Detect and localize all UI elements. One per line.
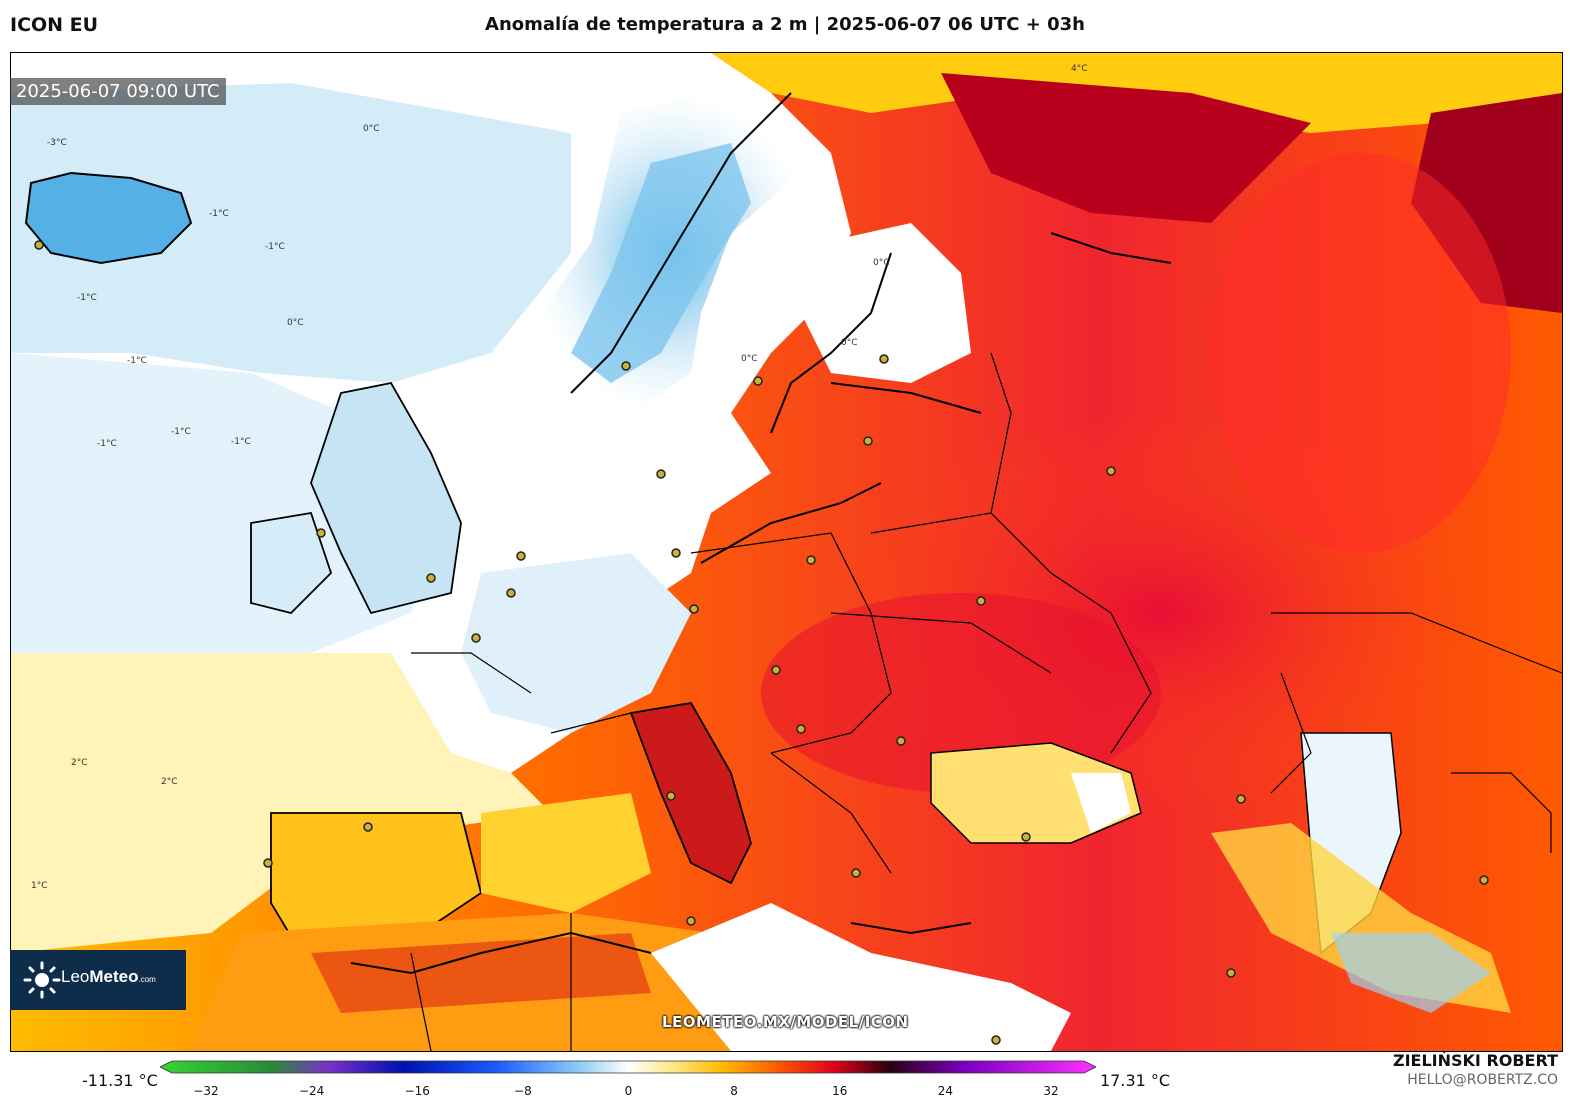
city-marker-paris — [471, 633, 481, 643]
city-marker-berlin — [671, 548, 681, 558]
finland-neutral — [801, 223, 971, 383]
contour-label: 1°C — [31, 881, 48, 891]
city-marker-dublin — [316, 528, 326, 538]
city-marker-brussels — [506, 588, 516, 598]
city-markers — [34, 240, 1489, 1045]
colorbar-max-value: 17.31 °C — [1100, 1071, 1171, 1090]
city-marker-lisbon — [263, 858, 273, 868]
city-marker-madrid — [363, 822, 373, 832]
norway-cold-core — [571, 143, 751, 383]
city-marker-oslo — [621, 361, 631, 371]
city-marker-riga — [863, 436, 873, 446]
benelux-cool — [461, 553, 691, 733]
logo-wordmark: LeoMeteo.com — [61, 967, 156, 986]
contour-label: 0°C — [841, 338, 858, 348]
black-sea-neutral — [1071, 773, 1131, 833]
italy — [629, 702, 752, 885]
source-watermark: LEOMETEO.MX/MODEL/ICON — [662, 1013, 909, 1031]
extreme-anomaly-north — [941, 73, 1311, 223]
colorbar-tick-label: 24 — [937, 1084, 954, 1098]
colorbar-min-value: -11.31 °C — [82, 1071, 158, 1090]
city-marker-kyiv — [976, 596, 986, 606]
extreme-anomaly-ural — [1411, 93, 1562, 313]
hot-core-balkans — [761, 593, 1161, 793]
colorbar — [160, 1060, 1096, 1074]
temperature-anomaly-map: 0°C -3°C -1°C -1°C -1°C 0°C -1°C -1°C -1… — [10, 52, 1563, 1052]
contour-label: 2°C — [71, 758, 88, 768]
map-canvas: 0°C -3°C -1°C -1°C -1°C 0°C -1°C -1°C -1… — [11, 53, 1562, 1051]
colorbar-tick-label: 32 — [1043, 1084, 1059, 1098]
city-marker-vienna — [771, 665, 781, 675]
model-name: ICON EU — [10, 14, 99, 36]
city-marker-stockholm — [753, 376, 763, 386]
contour-label: -1°C — [265, 242, 285, 252]
cool-anomaly-north-atlantic — [11, 83, 571, 383]
contour-label: -1°C — [231, 437, 251, 447]
city-marker-moscow — [1106, 466, 1116, 476]
contour-label: -1°C — [209, 209, 229, 219]
contour-labels: 0°C -3°C -1°C -1°C -1°C 0°C -1°C -1°C -1… — [31, 64, 1088, 891]
colorbar-tick-label: 8 — [730, 1084, 738, 1098]
city-marker-ankara — [1021, 832, 1031, 842]
author-email: HELLO@ROBERTZ.CO — [1407, 1072, 1558, 1088]
city-marker-athens — [851, 868, 861, 878]
contour-label: 4°C — [1071, 64, 1088, 74]
iran-cool-patch — [1331, 933, 1491, 1013]
contour-label: -1°C — [127, 356, 147, 366]
leometeo-logo: LeoMeteo.com — [10, 950, 186, 1010]
colorbar-tick-label: −8 — [514, 1084, 532, 1098]
city-marker-belgrade — [796, 724, 806, 734]
contour-label: -3°C — [47, 138, 67, 148]
contour-label: 0°C — [873, 258, 890, 268]
city-marker-cairo — [991, 1035, 1001, 1045]
colorbar-tick-label: −24 — [298, 1084, 325, 1098]
contour-label: -1°C — [97, 439, 117, 449]
hot-core-russia — [1211, 153, 1511, 553]
western-mediterranean — [481, 793, 651, 913]
eastern-mediterranean — [651, 903, 1071, 1051]
city-marker-reykjavik — [34, 240, 44, 250]
city-marker-prague — [689, 604, 699, 614]
great-britain — [310, 381, 462, 615]
valid-time-label: 2025-06-07 09:00 UTC — [10, 78, 226, 105]
city-marker-rome — [666, 791, 676, 801]
atlas-hot — [311, 933, 651, 1013]
contour-label: -1°C — [77, 293, 97, 303]
city-marker-bucharest — [896, 736, 906, 746]
country-borders — [410, 352, 1562, 1051]
colorbar-tick-label: 16 — [832, 1084, 848, 1098]
ireland — [250, 511, 333, 614]
mild-anomaly-atlantic-south — [11, 653, 551, 953]
city-marker-london — [426, 573, 436, 583]
contour-label: 0°C — [363, 124, 380, 134]
city-marker-tbilisi — [1236, 794, 1246, 804]
sun-icon — [23, 961, 61, 999]
coastlines — [350, 92, 1172, 975]
contour-label: -1°C — [171, 427, 191, 437]
city-marker-copenhagen — [656, 469, 666, 479]
contour-label: 0°C — [287, 318, 304, 328]
city-marker-tehran — [1479, 875, 1489, 885]
iceland-cold-anomaly — [24, 171, 193, 265]
author-name: ZIELIŃSKI ROBERT — [1392, 1051, 1558, 1070]
city-marker-tunis — [686, 916, 696, 926]
colorbar-tick-label: −32 — [193, 1084, 219, 1098]
contour-label: 2°C — [161, 777, 178, 787]
colorbar-tick-label: −16 — [404, 1084, 430, 1098]
city-marker-amsterdam — [516, 551, 526, 561]
city-marker-baghdad — [1226, 968, 1236, 978]
contour-label: 0°C — [741, 354, 758, 364]
city-marker-warsaw — [806, 555, 816, 565]
map-title: Anomalía de temperatura a 2 m | 2025-06-… — [485, 14, 1085, 35]
city-marker-helsinki — [879, 354, 889, 364]
colorbar-tick-label: 0 — [624, 1084, 633, 1098]
